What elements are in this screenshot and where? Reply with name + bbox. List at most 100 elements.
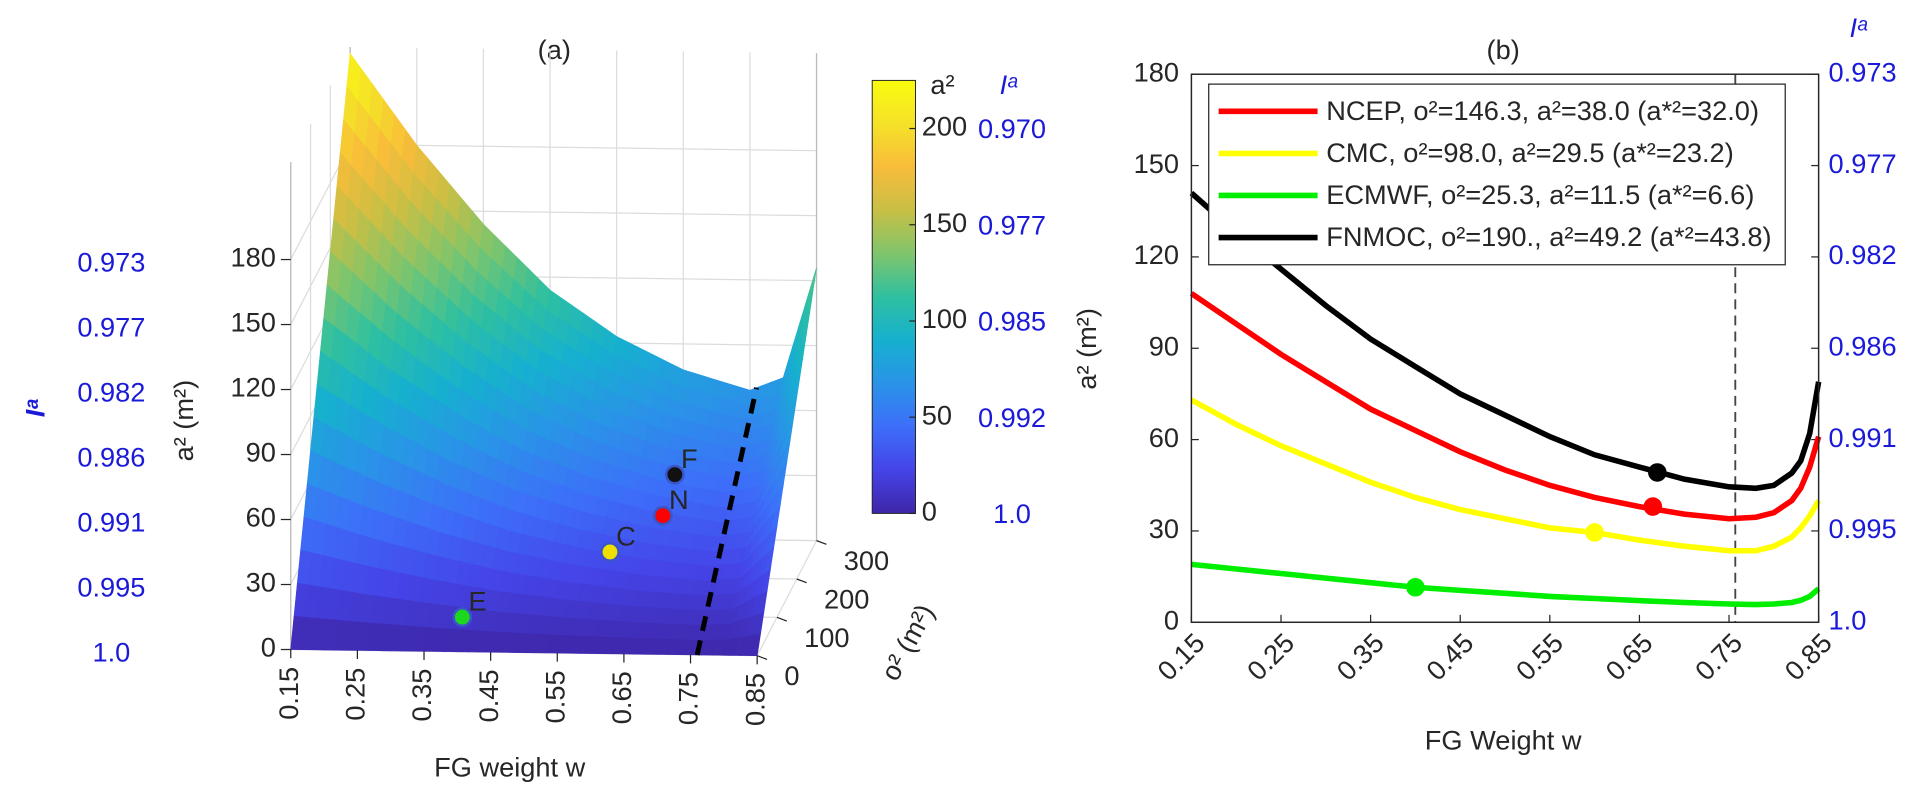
y-tick-label: 120 [1134,239,1179,270]
legend-label: NCEP, o²=146.3, a²=38.0 (a*²=32.0) [1326,95,1759,126]
ia-tick-label: 0.995 [77,572,145,603]
panel-title: (b) [1487,34,1520,65]
point-label: C [616,521,636,552]
z-tick-label: 90 [246,437,276,468]
x-tick-label: 0.65 [1599,627,1658,686]
data-point [600,542,620,562]
colorbar-label: a² [930,69,954,100]
z-axis-label: a² (m²) [168,380,199,462]
point-label: N [669,484,689,515]
x-tick-label: 0.25 [340,668,371,721]
data-point [652,505,673,526]
point-label: E [469,586,487,617]
y2-tick-label: 0.982 [1829,239,1897,270]
y2-tick-label: 0.995 [1829,513,1897,544]
x-tick-label: 0.55 [1510,627,1569,686]
y2-axis-label: Iᵃ [1850,12,1869,43]
series-point [1585,523,1604,542]
panel-b: (b) 0 1.0 30 0.995 60 0.991 90 0.986 120 0.982 150 0… [1071,12,1897,756]
y-tick-label: 180 [1134,56,1179,87]
series-point [1643,497,1663,516]
series-line [1191,561,1821,608]
y2-tick-label: 1.0 [1829,604,1867,635]
y-axis-label: o² (m²) [874,599,940,686]
y2-tick-label: 0.991 [1829,422,1897,453]
data-point [452,607,473,627]
x-tick-label: 0.35 [1330,627,1389,686]
series-line [1189,190,1822,492]
x-tick-label: 0.35 [406,669,437,722]
legend-label: ECMWF, o²=25.3, a²=11.5 (a*²=6.6) [1326,179,1754,210]
colorbar-tick-label: 100 [922,303,967,334]
x-tick-label: 0.15 [1151,627,1210,686]
optimal-weight-line [694,387,759,656]
y-tick-label: 30 [1149,513,1179,544]
y-tick-label: 0 [1164,604,1179,635]
x-tick-label: 0.65 [606,671,637,724]
x-tick-label: 0.25 [1241,627,1300,686]
series-line [1189,291,1822,522]
series-point [1648,463,1667,482]
y-tick-label: 200 [824,583,869,614]
y-tick [796,578,807,584]
y2-tick-label: 0.977 [1829,148,1897,179]
x-tick-label: 0.85 [1778,627,1837,686]
colorbar-ia-label: 1.0 [993,498,1031,529]
colorbar-tick-label: 0 [922,496,937,527]
y-tick-label: 60 [1149,422,1179,453]
ia-tick-label: 0.977 [77,312,145,343]
colorbar-ia-label: 0.985 [978,306,1046,337]
ia-tick-label: 0.982 [77,377,145,408]
x-tick-label: 0.15 [273,667,304,720]
ia-tick-label: 0.973 [77,247,145,278]
colorbar-tick-label: 50 [922,399,952,430]
legend-label: CMC, o²=98.0, a²=29.5 (a*²=23.2) [1326,137,1734,168]
y2-tick-label: 0.973 [1829,56,1897,87]
y-tick-label: 0 [784,660,799,691]
z-tick-label: 60 [246,502,276,533]
frame [1190,73,1820,624]
ia-tick-label: 0.986 [77,442,145,473]
y-tick [756,655,768,660]
z-tick-label: 150 [231,307,276,338]
y-tick [816,540,827,545]
z-tick-label: 0 [261,632,276,663]
ia-tick-label: 0.991 [77,507,145,538]
colorbar-tick-label: 200 [922,111,967,142]
z-tick-label: 120 [231,372,276,403]
ia-axis-label: Iᵃ [19,399,50,418]
y-axis-label: a² (m²) [1071,308,1102,390]
colorbar-ia-label: 0.970 [978,113,1046,144]
colorbar-ia-label: 0.977 [978,209,1046,240]
colorbar-ia-label: 0.992 [978,402,1046,433]
x-axis-label: FG weight w [434,752,586,783]
x-tick-label: 0.75 [1689,627,1748,686]
x-tick-label: 0.45 [473,669,504,722]
x-tick-label: 0.85 [739,673,770,726]
z-tick-label: 30 [246,567,276,598]
y2-tick-label: 0.986 [1829,330,1897,361]
series-point [1406,577,1425,597]
grid-line [350,143,817,152]
y-tick-label: 300 [844,545,889,576]
grid-line [756,540,818,656]
x-tick-label: 0.55 [539,670,570,723]
surface-patch [807,267,817,307]
x-axis-label: FG Weight w [1425,724,1582,755]
colorbar [871,79,917,514]
y-tick-label: 90 [1149,330,1179,361]
surface-patch [751,633,761,657]
panel-title: (a) [538,34,571,65]
ia-tick-label: 1.0 [92,637,130,668]
z-tick-label: 180 [231,242,276,273]
x-tick-label: 0.75 [673,672,704,725]
point-label: F [681,443,698,474]
y-tick-label: 150 [1134,148,1179,179]
y-tick [776,616,788,622]
legend [1208,83,1786,266]
data-point [664,464,685,485]
panel-a: (a) E C NF 0 1.0 30 0.995 60 0.991 90 0.986 120 0.982… [19,34,1046,783]
colorbar-tick-label: 150 [922,207,967,238]
